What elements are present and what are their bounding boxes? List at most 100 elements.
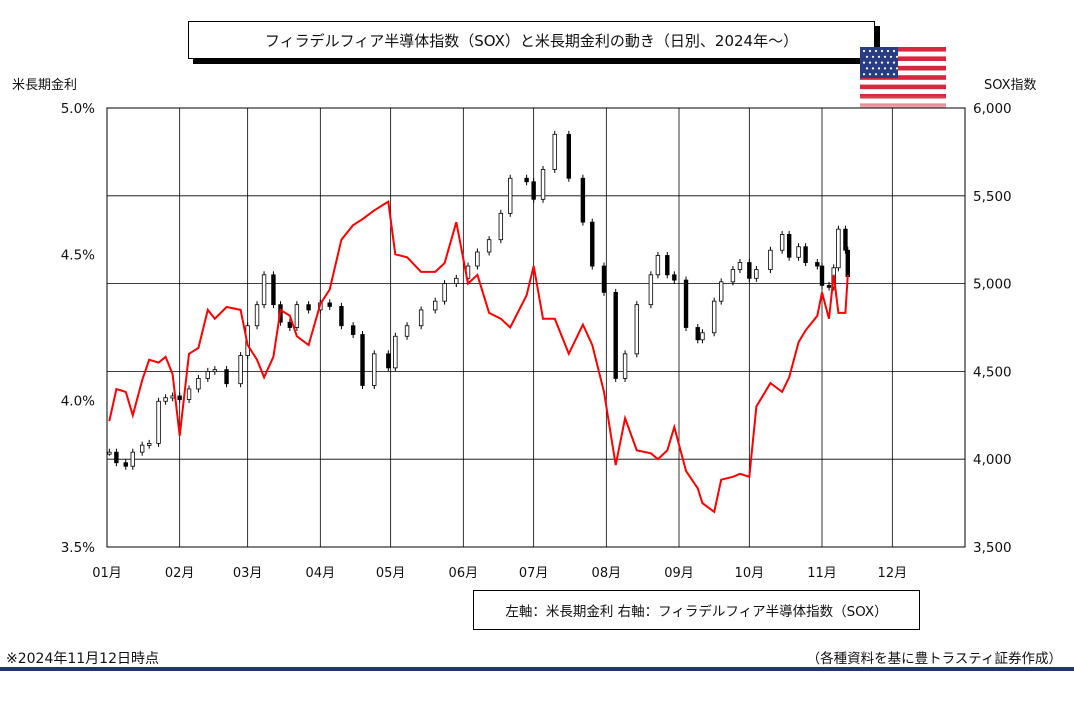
sox-candle bbox=[843, 228, 848, 251]
sox-candle bbox=[475, 251, 480, 267]
sox-candle bbox=[730, 269, 736, 283]
left-tick-label: 4.0% bbox=[61, 394, 95, 410]
sox-candle bbox=[747, 262, 752, 279]
sox-candle bbox=[238, 355, 243, 385]
sox-candle bbox=[819, 265, 825, 286]
legend: 左軸：米長期金利 右軸：フィラデルフィア半導体指数（SOX） bbox=[473, 590, 920, 630]
sox-candle bbox=[130, 451, 135, 467]
sox-candle bbox=[212, 369, 218, 373]
sox-candle bbox=[123, 462, 128, 467]
sox-candle bbox=[815, 262, 820, 267]
sox-candle bbox=[114, 451, 119, 464]
x-tick-label: 10月 bbox=[735, 566, 765, 581]
sox-candle bbox=[186, 388, 192, 400]
sox-candle bbox=[271, 274, 276, 306]
sox-candle bbox=[754, 269, 759, 279]
sox-candle bbox=[737, 262, 743, 270]
right-axis-name: SOX指数 bbox=[984, 78, 1037, 93]
left-tick-label: 5.0% bbox=[61, 101, 95, 117]
sox-candle bbox=[836, 228, 841, 269]
sox-candle bbox=[779, 234, 785, 251]
sox-candle bbox=[350, 325, 356, 335]
sox-candle bbox=[580, 177, 586, 223]
sox-candle bbox=[360, 334, 365, 386]
x-tick-label: 02月 bbox=[165, 566, 195, 581]
sox-candle bbox=[683, 279, 689, 328]
sox-candle bbox=[170, 395, 175, 399]
sox-candle bbox=[796, 246, 801, 258]
sox-candle bbox=[139, 444, 145, 453]
chart-title: フィラデルフィア半導体指数（SOX）と米長期金利の動き（日別、2024年～） bbox=[188, 21, 875, 59]
sox-candle bbox=[826, 284, 832, 288]
sox-candle bbox=[711, 300, 717, 334]
sox-candle bbox=[590, 221, 595, 267]
sox-candle bbox=[224, 369, 229, 385]
sox-candle bbox=[531, 181, 536, 200]
sox-candle bbox=[540, 169, 546, 200]
sox-candle bbox=[845, 249, 850, 277]
sox-candle bbox=[177, 395, 182, 400]
right-tick-label: 4,000 bbox=[973, 452, 1012, 468]
sox-candle bbox=[442, 283, 447, 302]
sox-candle bbox=[634, 304, 640, 355]
x-tick-label: 03月 bbox=[233, 566, 263, 581]
source-note: （各種資料を基に豊トラスティ証券作成） bbox=[806, 651, 1062, 667]
sox-candle bbox=[196, 378, 201, 390]
sox-candle bbox=[566, 133, 572, 179]
sox-candle bbox=[261, 274, 267, 306]
sox-candle bbox=[156, 400, 161, 444]
sox-candle bbox=[508, 177, 513, 214]
sox-candle bbox=[254, 304, 260, 327]
sox-candle bbox=[655, 255, 661, 276]
sox-candle bbox=[107, 451, 112, 455]
x-tick-label: 06月 bbox=[449, 566, 479, 581]
sox-candle bbox=[163, 397, 168, 402]
left-axis-name: 米長期金利 bbox=[12, 78, 78, 93]
footer-bar bbox=[0, 667, 1074, 671]
sox-candle bbox=[287, 321, 293, 328]
right-tick-label: 5,500 bbox=[973, 189, 1012, 205]
sox-candle bbox=[205, 370, 211, 379]
sox-candle bbox=[306, 304, 311, 311]
sox-candle bbox=[648, 274, 654, 306]
sox-candle bbox=[432, 300, 438, 311]
sox-candle bbox=[613, 291, 618, 379]
sox-candle bbox=[601, 265, 607, 293]
left-tick-label: 3.5% bbox=[61, 540, 95, 556]
sox-candle bbox=[672, 274, 677, 281]
plot-frame bbox=[106, 107, 966, 548]
sox-candle bbox=[146, 442, 152, 446]
left-tick-label: 4.5% bbox=[61, 247, 95, 263]
sox-candle bbox=[552, 133, 557, 170]
sox-candle bbox=[695, 327, 700, 341]
x-tick-label: 12月 bbox=[878, 566, 908, 581]
right-tick-label: 4,500 bbox=[973, 364, 1012, 380]
sox-candle bbox=[498, 212, 504, 241]
sox-candle bbox=[327, 302, 332, 307]
as-of-note: ※2024年11月12日時点 bbox=[6, 651, 159, 667]
sox-candle bbox=[803, 246, 808, 263]
x-tick-label: 09月 bbox=[664, 566, 694, 581]
x-tick-label: 08月 bbox=[592, 566, 622, 581]
right-tick-label: 3,500 bbox=[973, 540, 1012, 556]
sox-candle bbox=[372, 353, 377, 386]
sox-candle bbox=[393, 335, 398, 369]
yield-line bbox=[108, 200, 849, 514]
x-tick-label: 11月 bbox=[807, 566, 837, 581]
sox-candle bbox=[700, 332, 705, 341]
sox-candle bbox=[786, 234, 792, 258]
sox-candle bbox=[524, 177, 529, 183]
right-tick-label: 6,000 bbox=[973, 101, 1012, 117]
x-tick-label: 04月 bbox=[306, 566, 336, 581]
x-tick-label: 07月 bbox=[519, 566, 549, 581]
sox-candle bbox=[339, 306, 344, 327]
sox-candle bbox=[418, 309, 424, 327]
right-tick-label: 5,000 bbox=[973, 277, 1012, 293]
sox-candle bbox=[718, 281, 724, 302]
x-tick-label: 01月 bbox=[92, 566, 122, 581]
sox-candle bbox=[486, 239, 492, 253]
x-tick-label: 05月 bbox=[376, 566, 406, 581]
sox-candle bbox=[622, 353, 628, 379]
sox-candle bbox=[768, 249, 773, 270]
